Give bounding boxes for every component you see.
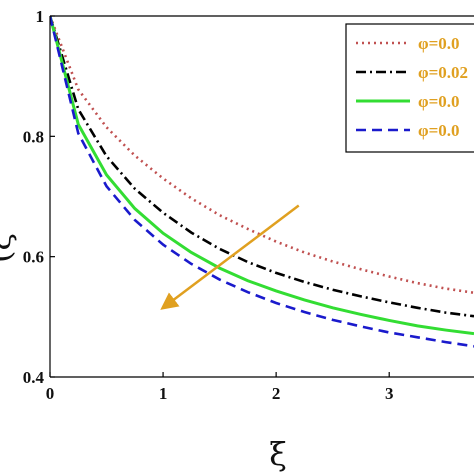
legend: φ=0.0 φ=0.02 φ=0.0 φ=0.0 bbox=[345, 23, 474, 153]
series-line-3 bbox=[50, 16, 474, 336]
annotation-arrow bbox=[160, 204, 300, 310]
legend-items: φ=0.0 φ=0.02 φ=0.0 φ=0.0 bbox=[356, 34, 468, 140]
series-layer bbox=[50, 16, 474, 348]
x-tick-label: 0 bbox=[46, 384, 55, 403]
legend-label-1: φ=0.0 bbox=[418, 34, 460, 53]
x-axis-title: ξ bbox=[269, 435, 287, 473]
legend-label-4: φ=0.0 bbox=[418, 121, 460, 140]
y-axis-title: (ξ bbox=[0, 233, 18, 263]
tick-layer: 0 1 2 3 0.4 0.6 0.8 1 bbox=[23, 7, 394, 403]
series-line-2 bbox=[50, 16, 474, 318]
y-tick-label: 0.6 bbox=[23, 248, 44, 267]
x-tick-label: 1 bbox=[159, 384, 168, 403]
y-tick-label: 0.8 bbox=[23, 127, 44, 146]
series-line-4 bbox=[50, 16, 474, 348]
x-tick-label: 3 bbox=[385, 384, 394, 403]
y-tick-label: 1 bbox=[36, 7, 45, 26]
x-tick-label: 2 bbox=[272, 384, 281, 403]
legend-label-3: φ=0.0 bbox=[418, 92, 460, 111]
series-line-1 bbox=[50, 16, 474, 295]
legend-label-2: φ=0.02 bbox=[418, 63, 468, 82]
y-tick-label: 0.4 bbox=[23, 368, 45, 387]
